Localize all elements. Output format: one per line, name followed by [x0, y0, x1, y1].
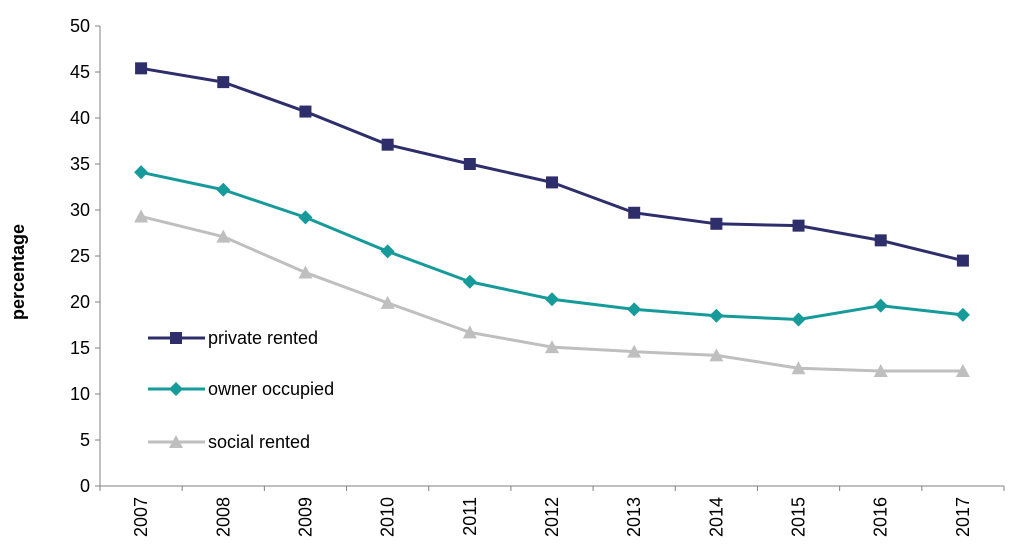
data-point — [791, 312, 806, 327]
data-point — [463, 158, 476, 170]
data-point — [709, 348, 724, 362]
data-point — [134, 165, 149, 180]
series-owner-occupied — [134, 165, 970, 327]
data-point — [216, 182, 231, 197]
data-point — [380, 295, 395, 309]
y-tick-label: 15 — [70, 338, 90, 358]
y-tick-label: 35 — [70, 154, 90, 174]
legend-item: private rented — [148, 328, 318, 348]
series-line — [140, 66, 964, 263]
data-point — [298, 210, 313, 225]
y-tick-label: 0 — [80, 476, 90, 496]
data-point — [135, 62, 148, 75]
series-layer — [134, 62, 970, 377]
x-tick-label: 2012 — [542, 497, 562, 537]
data-point — [381, 138, 394, 151]
data-point — [710, 217, 723, 230]
y-tick-label: 40 — [70, 108, 90, 128]
legend-label: private rented — [208, 328, 318, 348]
x-axis-ticks: 2007 2008 2009 2010 2011 2012 2013 2014 2015 2016… — [99, 486, 1005, 537]
legend-item: social rented — [148, 432, 310, 452]
series-private-rented — [135, 62, 969, 267]
data-point — [791, 361, 806, 375]
data-point — [874, 234, 887, 247]
data-point — [546, 176, 558, 189]
y-tick-label: 10 — [70, 384, 90, 404]
legend-marker — [169, 382, 183, 396]
legend: private rented owner occupied social rente… — [148, 328, 334, 452]
y-tick-label: 25 — [70, 246, 90, 266]
data-point — [627, 344, 642, 358]
y-axis-ticks: 0 5 10 15 20 25 30 35 40 45 50 — [70, 16, 100, 496]
x-tick-label: 2008 — [213, 497, 233, 537]
x-tick-label: 2015 — [789, 497, 809, 537]
legend-label: social rented — [208, 432, 310, 452]
data-point — [873, 364, 888, 377]
series-social-rented — [134, 209, 970, 377]
y-tick-label: 5 — [80, 430, 90, 450]
data-point — [298, 265, 313, 279]
legend-item: owner occupied — [148, 379, 334, 399]
plot-area: 0 5 10 15 20 25 30 35 40 45 50 2007 2008 2009 2010 201… — [70, 16, 1005, 537]
y-tick-label: 50 — [70, 16, 90, 36]
y-axis-title: percentage — [8, 224, 28, 320]
x-tick-label: 2016 — [871, 497, 891, 537]
x-tick-label: 2017 — [953, 497, 973, 537]
legend-marker — [170, 332, 182, 344]
legend-label: owner occupied — [208, 379, 334, 399]
y-tick-label: 20 — [70, 292, 90, 312]
data-point — [628, 206, 641, 219]
data-point — [955, 307, 970, 322]
data-point — [216, 229, 231, 243]
data-point — [545, 340, 559, 354]
data-point — [792, 219, 805, 232]
data-point — [873, 298, 888, 313]
x-tick-label: 2014 — [706, 497, 726, 537]
data-point — [545, 292, 559, 307]
data-point — [134, 209, 149, 223]
data-point — [709, 308, 724, 323]
x-tick-label: 2007 — [131, 497, 151, 537]
legend-marker — [169, 435, 183, 448]
x-tick-label: 2010 — [378, 497, 398, 537]
data-point — [299, 105, 312, 118]
data-point — [955, 364, 970, 377]
data-point — [956, 254, 969, 267]
data-point — [462, 274, 477, 289]
x-tick-label: 2011 — [460, 497, 480, 536]
data-point — [627, 302, 642, 317]
x-tick-label: 2013 — [624, 497, 644, 537]
data-point — [217, 76, 230, 89]
y-tick-label: 45 — [70, 62, 90, 82]
x-tick-label: 2009 — [295, 497, 315, 537]
data-point — [462, 325, 477, 339]
y-tick-label: 30 — [70, 200, 90, 220]
data-point — [380, 244, 395, 259]
